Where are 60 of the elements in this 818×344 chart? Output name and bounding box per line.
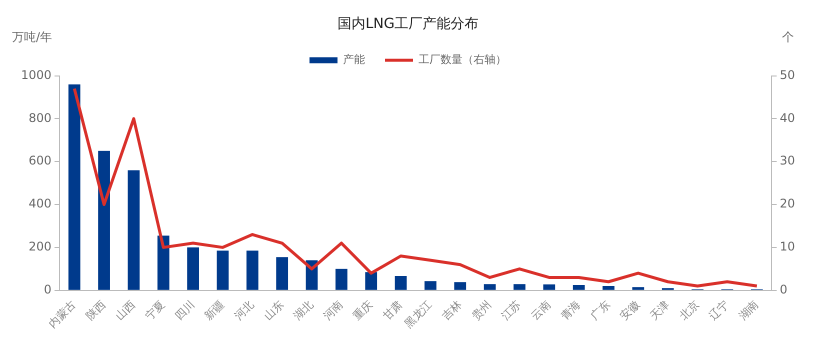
y2-tick-label: 40 [780, 110, 796, 125]
x-tick-label: 宁夏 [142, 298, 168, 323]
y2-tick-label: 20 [780, 196, 796, 211]
y2-tick-label: 30 [780, 154, 796, 168]
x-tick-label: 黑龙江 [402, 298, 435, 330]
x-tick-label: 贵州 [469, 298, 494, 323]
bar [98, 150, 110, 290]
x-tick-label: 安徽 [618, 298, 642, 323]
bar [276, 257, 288, 290]
bar [216, 250, 229, 290]
y-tick-label: 0 [44, 282, 52, 296]
x-tick-label: 吉林 [440, 298, 464, 323]
bar [602, 286, 614, 290]
x-tick-label: 山东 [261, 298, 286, 323]
legend-label: 产能 [343, 53, 365, 66]
y-tick-label: 600 [28, 154, 52, 168]
x-tick-label: 新疆 [202, 298, 227, 323]
bar [632, 287, 644, 290]
bar [394, 276, 407, 290]
bar [572, 284, 585, 290]
x-tick-label: 重庆 [350, 298, 376, 323]
y2-tick-label: 10 [780, 240, 796, 254]
y-axis-title: 万吨/年 [12, 30, 52, 44]
bar [484, 284, 496, 290]
y-tick-label: 400 [28, 196, 52, 211]
bar [157, 236, 170, 290]
y2-tick-label: 0 [780, 282, 788, 296]
y-tick-label: 1000 [20, 68, 52, 82]
x-tick-label: 青海 [558, 298, 583, 323]
y-tick-label: 200 [28, 240, 52, 254]
bar [514, 284, 526, 290]
bar [336, 268, 348, 290]
x-tick-label: 江苏 [498, 298, 524, 323]
bar [454, 282, 466, 290]
x-tick-label: 北京 [676, 298, 702, 323]
y2-tick-label: 50 [780, 68, 796, 82]
bar [187, 247, 200, 290]
x-tick-label: 甘肃 [380, 298, 405, 323]
x-tick-label: 天津 [647, 298, 672, 323]
bar [128, 170, 140, 290]
x-tick-label: 湖南 [736, 298, 762, 323]
x-tick-label: 陕西 [83, 298, 108, 323]
x-tick-label: 河北 [232, 298, 257, 323]
bar [246, 250, 258, 290]
bar [543, 284, 556, 290]
bar [68, 84, 80, 290]
bar [365, 272, 378, 290]
x-tick-label: 河南 [320, 298, 346, 323]
x-tick-label: 湖北 [291, 298, 316, 323]
x-tick-label: 山西 [113, 298, 138, 323]
y-tick-label: 800 [28, 110, 52, 125]
y2-axis-title: 个 [782, 30, 794, 44]
chart-title: 国内LNG工厂产能分布 [337, 16, 479, 32]
x-tick-label: 辽宁 [706, 298, 732, 323]
legend-label: 工厂数量（右轴） [418, 53, 506, 66]
x-tick-label: 内蒙古 [46, 298, 79, 330]
bar [424, 281, 436, 290]
x-tick-label: 四川 [172, 298, 198, 323]
x-tick-label: 广东 [588, 298, 613, 323]
x-tick-label: 云南 [528, 298, 554, 323]
